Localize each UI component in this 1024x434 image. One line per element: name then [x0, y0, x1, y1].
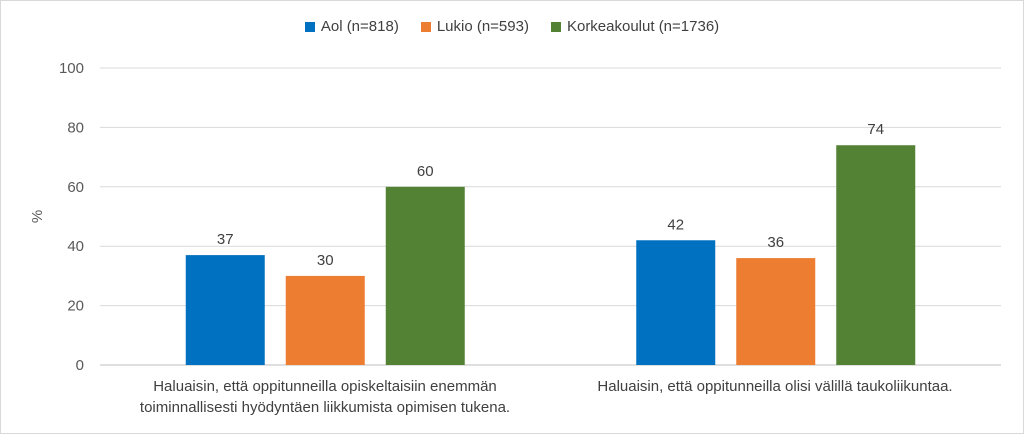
data-label: 60 — [417, 163, 434, 180]
legend-label-aol: Aol (n=818) — [320, 18, 399, 35]
y-tick-label: 80 — [67, 119, 84, 136]
legend-swatch-korkeakoulut — [550, 21, 561, 32]
bar — [736, 258, 816, 365]
legend-item-lukio: Lukio (n=593) — [420, 18, 529, 35]
legend-label-lukio: Lukio (n=593) — [436, 18, 529, 35]
y-tick-label: 40 — [67, 238, 84, 255]
y-tick-label: 100 — [59, 60, 84, 77]
bar — [636, 240, 716, 365]
bar — [185, 255, 265, 365]
category-label-1: Haluaisin, että oppitunneilla opiskeltai… — [139, 378, 511, 416]
y-tick-label: 20 — [67, 298, 84, 315]
bar — [385, 186, 465, 365]
legend-swatch-lukio — [420, 21, 431, 32]
y-tick-label: 0 — [76, 357, 84, 374]
legend: Aol (n=818) Lukio (n=593) Korkeakoulut (… — [0, 18, 1024, 35]
data-label: 42 — [667, 216, 684, 233]
data-label: 30 — [317, 252, 334, 269]
data-label: 37 — [217, 231, 234, 248]
y-tick-label: 60 — [67, 179, 84, 196]
y-axis-label: % — [29, 210, 46, 223]
category-label-2: Haluaisin, että oppitunneilla olisi väli… — [597, 378, 953, 395]
legend-label-korkeakoulut: Korkeakoulut (n=1736) — [566, 18, 720, 35]
legend-item-aol: Aol (n=818) — [304, 18, 399, 35]
bar — [836, 145, 916, 365]
bar — [285, 275, 365, 365]
data-label: 36 — [767, 234, 784, 251]
legend-item-korkeakoulut: Korkeakoulut (n=1736) — [550, 18, 720, 35]
data-label: 74 — [867, 121, 884, 138]
legend-swatch-aol — [304, 21, 315, 32]
